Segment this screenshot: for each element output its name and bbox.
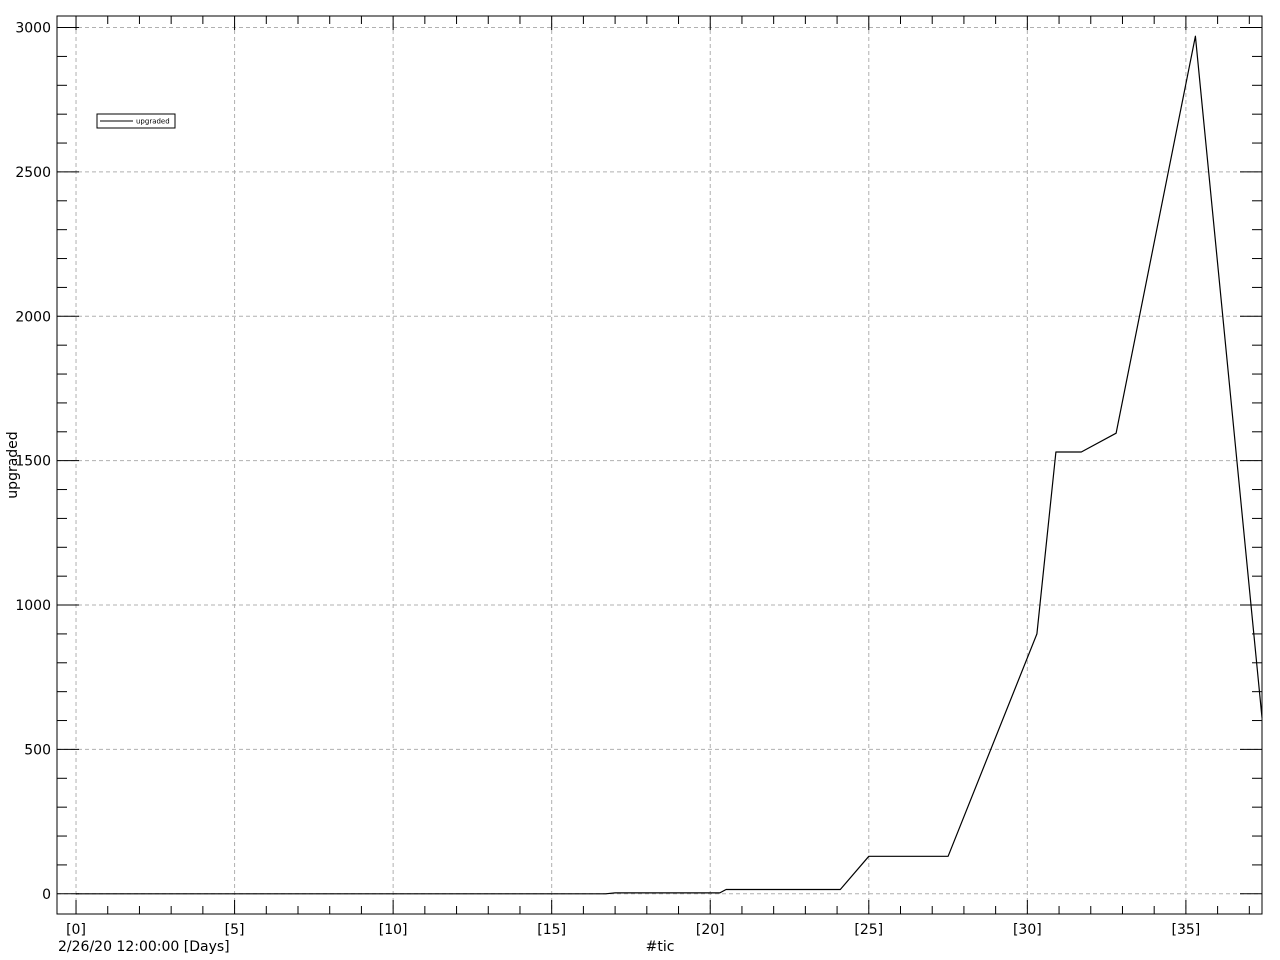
legend: upgraded: [96, 113, 176, 129]
x-axis-title: #tic: [646, 939, 675, 955]
x-tick-label: [30]: [1013, 922, 1042, 938]
legend-label: upgraded: [136, 118, 170, 126]
series-group: [76, 35, 1263, 895]
y-tick-label: 2500: [15, 165, 51, 181]
y-tick-label: 500: [24, 742, 51, 758]
y-tick-label: 3000: [15, 21, 51, 37]
series-line-upgraded: [76, 35, 1263, 895]
x-tick-label: [0]: [66, 922, 86, 938]
y-tick-label: 1500: [15, 454, 51, 470]
x-tick-label: [15]: [537, 922, 566, 938]
x-tick-label: [5]: [225, 922, 245, 938]
x-origin-label: 2/26/20 12:00:00 [Days]: [58, 939, 230, 955]
x-axis: [0] [5] [10] [15] [20] [25] [30] [35]: [66, 16, 1200, 938]
x-tick-label: [25]: [854, 922, 883, 938]
x-tick-label: [20]: [696, 922, 725, 938]
x-tick-label: [35]: [1172, 922, 1201, 938]
y-tick-label: 1000: [15, 598, 51, 614]
x-tick-label: [10]: [379, 922, 408, 938]
legend-box: [96, 113, 176, 129]
y-axis-title: upgraded: [5, 431, 21, 498]
gridlines: [57, 16, 1262, 914]
minor-ticks: [57, 16, 1262, 914]
y-tick-label: 0: [42, 887, 51, 903]
y-tick-label: 2000: [15, 309, 51, 325]
plot-frame: [56, 15, 1263, 915]
y-axis: 0 500 1000 1500 2000 2500 3000: [15, 21, 1262, 903]
